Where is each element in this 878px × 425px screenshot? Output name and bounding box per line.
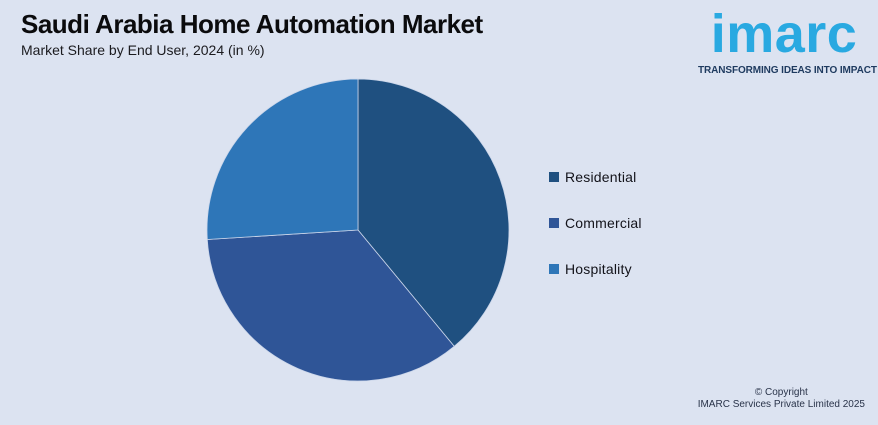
chart-subtitle: Market Share by End User, 2024 (in %) — [21, 42, 265, 58]
header: Saudi Arabia Home Automation Market Mark… — [21, 9, 483, 59]
legend-swatch-residential — [549, 172, 559, 182]
legend: Residential Commercial Hospitality — [549, 168, 642, 306]
copyright-line-2: IMARC Services Private Limited 2025 — [697, 399, 865, 410]
legend-item-residential: Residential — [549, 168, 642, 186]
legend-item-hospitality: Hospitality — [549, 260, 642, 278]
legend-label-hospitality: Hospitality — [565, 261, 632, 277]
copyright-line-1: © Copyright — [754, 387, 808, 398]
imarc-logo-tagline: TRANSFORMING IDEAS INTO IMPACT — [698, 65, 877, 76]
imarc-logo-wordmark: imarc — [710, 4, 858, 64]
legend-swatch-hospitality — [549, 264, 559, 274]
legend-item-commercial: Commercial — [549, 214, 642, 232]
pie-slice-commercial — [206, 229, 455, 382]
pie-chart — [206, 78, 510, 382]
copyright: © Copyright IMARC Services Private Limit… — [698, 387, 865, 411]
imarc-logo: imarc TRANSFORMING IDEAS INTO IMPACT — [698, 4, 877, 76]
pie-slice-residential — [357, 78, 510, 347]
legend-label-commercial: Commercial — [565, 215, 642, 231]
legend-label-residential: Residential — [565, 169, 637, 185]
pie-slice-hospitality — [206, 78, 359, 240]
chart-title: Saudi Arabia Home Automation Market — [21, 9, 483, 39]
legend-swatch-commercial — [549, 218, 559, 228]
